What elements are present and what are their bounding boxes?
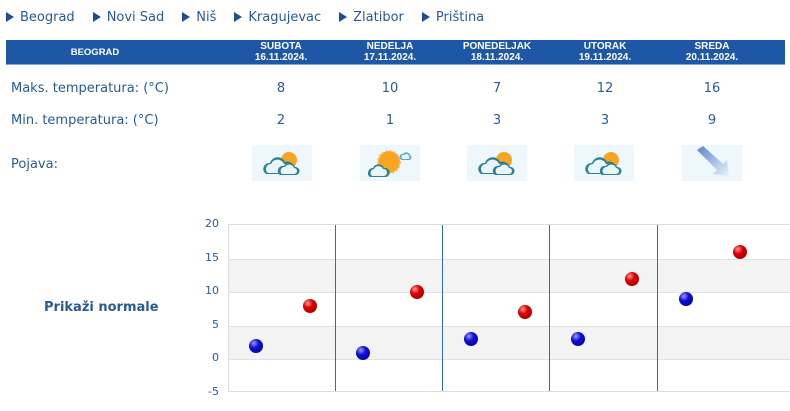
- max-temp-point: [410, 285, 425, 300]
- y-tick: 15: [205, 250, 219, 264]
- day-date: 17.11.2024.: [363, 52, 417, 63]
- day-name: SUBOTA: [260, 41, 302, 52]
- partly-cloudy-icon: [467, 145, 527, 181]
- nav-link-pristina[interactable]: Priština: [421, 9, 485, 25]
- header-day: NEDELJA 17.11.2024.: [335, 41, 445, 63]
- day-name: SREDA: [694, 41, 730, 52]
- day-separator: [442, 225, 443, 391]
- max-temp-value: 12: [596, 81, 614, 96]
- nav-link-label: Niš: [196, 9, 217, 25]
- forecast-header: BEOGRAD SUBOTA 16.11.2024. NEDELJA 17.11.2…: [6, 40, 785, 65]
- min-temp-value: 2: [276, 113, 286, 128]
- nav-link-label: Priština: [435, 9, 485, 25]
- min-temp-value: 3: [492, 113, 502, 128]
- min-temp-point: [463, 332, 478, 347]
- partly-cloudy-icon: [574, 145, 634, 181]
- max-temp-label: Maks. temperatura: (°C): [11, 81, 169, 96]
- plot-area: [228, 224, 790, 392]
- nav-link-label: Zlatibor: [353, 9, 404, 25]
- temperature-chart: 20 15 10 5 0 -5: [197, 215, 790, 405]
- nav-link-beograd[interactable]: Beograd: [6, 10, 75, 25]
- max-temp-value: 8: [276, 81, 286, 96]
- nav-link-label: Beograd: [20, 9, 75, 25]
- max-temp-value: 10: [381, 81, 399, 96]
- max-temp-value: 7: [492, 81, 502, 96]
- day-name: NEDELJA: [366, 41, 414, 52]
- phenomenon-label: Pojava:: [11, 157, 58, 172]
- y-tick: 20: [205, 217, 219, 230]
- nav-link-zlatibor[interactable]: Zlatibor: [339, 10, 404, 25]
- day-date: 20.11.2024.: [685, 52, 739, 63]
- nav-link-kragujevac[interactable]: Kragujevac: [234, 10, 321, 25]
- day-separator: [657, 225, 658, 391]
- day-date: 16.11.2024.: [254, 52, 308, 63]
- min-temp-value: 1: [385, 113, 395, 128]
- arrow-right-icon: [339, 12, 348, 22]
- day-name: UTORAK: [583, 41, 627, 52]
- arrow-right-icon: [182, 12, 191, 22]
- max-temp-point: [625, 271, 640, 286]
- max-temp-point: [517, 305, 532, 320]
- mostly-sunny-icon: [360, 145, 420, 181]
- max-temp-point: [732, 244, 747, 259]
- gridline: [229, 258, 790, 260]
- header-day: SUBOTA 16.11.2024.: [226, 41, 336, 63]
- header-day: SREDA 20.11.2024.: [657, 41, 767, 63]
- min-temp-point: [571, 332, 586, 347]
- gridline: [229, 325, 790, 327]
- day-date: 19.11.2024.: [578, 52, 632, 63]
- min-temp-point: [356, 345, 371, 360]
- min-temp-point: [678, 291, 693, 306]
- day-separator: [335, 225, 336, 391]
- nav-link-label: Novi Sad: [106, 9, 165, 25]
- min-temp-value: 3: [600, 113, 610, 128]
- day-date: 18.11.2024.: [470, 52, 524, 63]
- max-temp-value: 16: [703, 81, 721, 96]
- header-day: PONEDELJAK 18.11.2024.: [442, 41, 552, 63]
- y-tick: -5: [208, 385, 219, 398]
- arrow-right-icon: [92, 12, 101, 22]
- header-city: BEOGRAD: [70, 47, 120, 58]
- nav-link-novi-sad[interactable]: Novi Sad: [92, 9, 165, 25]
- arrow-right-icon: [234, 12, 243, 22]
- city-nav: Beograd Novi Sad Niš Kragujevac Zlatibor…: [6, 6, 502, 28]
- min-temp-value: 9: [707, 113, 717, 128]
- max-temp-point: [303, 298, 317, 313]
- gridline: [229, 292, 790, 294]
- nav-link-nis[interactable]: Niš: [182, 10, 216, 25]
- min-temp-label: Min. temperatura: (°C): [11, 113, 159, 128]
- min-temp-point: [249, 338, 263, 353]
- day-separator: [549, 225, 550, 391]
- show-normals-link[interactable]: Prikaži normale: [44, 300, 159, 315]
- y-tick: 10: [205, 284, 219, 298]
- wind-arrow-icon: [682, 145, 742, 181]
- partly-cloudy-icon: [252, 145, 312, 181]
- y-tick: 5: [212, 317, 219, 331]
- grid-band: [229, 325, 790, 360]
- y-tick: 0: [212, 351, 219, 365]
- arrow-right-icon: [421, 12, 430, 22]
- arrow-right-icon: [6, 12, 14, 22]
- grid-band: [229, 258, 790, 293]
- day-name: PONEDELJAK: [462, 41, 532, 52]
- nav-link-label: Kragujevac: [248, 9, 322, 25]
- header-day: UTORAK 19.11.2024.: [550, 41, 660, 63]
- gridline: [229, 359, 790, 361]
